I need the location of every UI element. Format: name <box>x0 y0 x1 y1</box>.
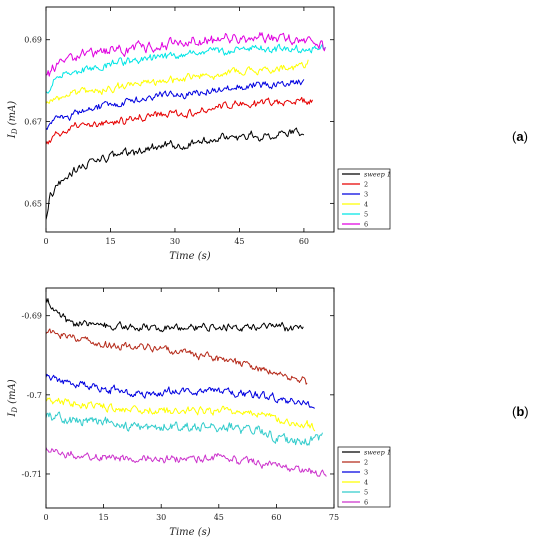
legend-entry: 6 <box>364 498 368 506</box>
y-tick-label: -0.7 <box>27 391 42 400</box>
x-tick-label: 15 <box>99 513 109 522</box>
series-line-3 <box>46 79 305 130</box>
y-tick-label: 0.67 <box>24 118 42 127</box>
legend: sweep 1 2 3 4 5 6 <box>337 446 391 508</box>
legend-entry: 4 <box>364 200 368 208</box>
legend-entry: sweep 1 <box>364 170 391 178</box>
x-tick-label: 0 <box>43 237 48 246</box>
x-tick-label: 0 <box>43 513 48 522</box>
series-line-1 <box>46 297 304 333</box>
panel-tag-b: (b) <box>512 404 529 419</box>
x-tick-label: 75 <box>329 513 339 522</box>
legend-entry: 5 <box>364 488 368 496</box>
y-tick-label: -0.71 <box>21 470 42 479</box>
series-line-2 <box>46 328 308 385</box>
x-tick-label: 15 <box>105 237 115 246</box>
series-line-5 <box>46 43 326 94</box>
plot-frame <box>45 6 335 233</box>
x-axis-label: Time (s) <box>169 251 210 262</box>
y-axis-label: ID (mA) <box>7 379 19 417</box>
legend-entry: 5 <box>364 210 368 218</box>
legend-entry: 4 <box>364 478 368 486</box>
legend: sweep 1 2 3 4 5 6 <box>337 168 391 230</box>
series-line-3 <box>46 373 315 409</box>
plot-frame <box>45 287 335 509</box>
series-line-6 <box>46 447 327 477</box>
y-axis-label: ID (mA) <box>7 101 19 139</box>
series-line-6 <box>46 32 326 77</box>
y-tick-label: 0.65 <box>24 199 42 208</box>
x-tick-label: 45 <box>214 513 224 522</box>
series-line-2 <box>46 96 313 145</box>
x-tick-label: 30 <box>170 237 180 246</box>
x-tick-label: 60 <box>299 237 309 246</box>
legend-entry: 6 <box>364 220 368 228</box>
series-line-4 <box>46 397 316 432</box>
series-line-1 <box>46 127 305 220</box>
legend-entry: sweep 1 <box>364 448 391 456</box>
legend-entry: 3 <box>364 468 368 476</box>
x-tick-label: 45 <box>234 237 244 246</box>
series-line-4 <box>46 59 309 104</box>
panel-tag-a: (a) <box>512 129 528 144</box>
y-tick-label: -0.69 <box>21 312 42 321</box>
y-tick-label: 0.69 <box>24 36 42 45</box>
legend-entry: 3 <box>364 190 368 198</box>
x-tick-label: 30 <box>156 513 166 522</box>
x-axis-label: Time (s) <box>169 527 210 538</box>
legend-entry: 2 <box>364 180 368 188</box>
x-tick-label: 60 <box>271 513 281 522</box>
series-line-5 <box>46 411 323 446</box>
legend-entry: 2 <box>364 458 368 466</box>
